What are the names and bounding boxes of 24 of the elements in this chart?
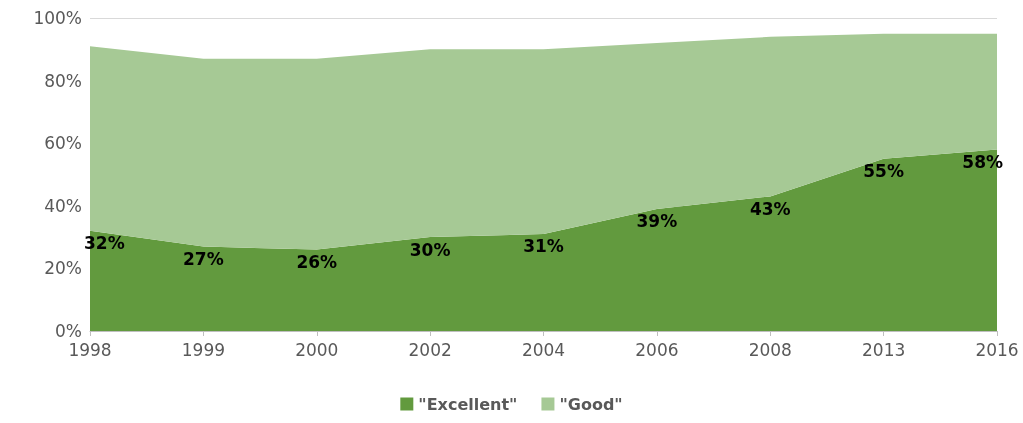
data-label: 31% [523, 236, 564, 257]
y-tick-label: 40% [44, 195, 82, 216]
x-tick-label: 2006 [635, 339, 679, 360]
data-label: 55% [863, 161, 904, 182]
x-tick-label: 2008 [748, 339, 792, 360]
x-tick-label: 1999 [181, 339, 226, 360]
x-tick-label: 2002 [408, 339, 452, 360]
y-tick-label: 100% [33, 8, 82, 28]
y-tick-label: 80% [44, 70, 82, 91]
data-label: 39% [636, 211, 678, 232]
y-tick-label: 20% [44, 258, 82, 279]
data-label: 43% [749, 198, 791, 219]
y-tick-label: 0% [55, 321, 82, 341]
data-label: 27% [183, 248, 224, 269]
x-tick-label: 1998 [68, 339, 112, 360]
data-label: 26% [296, 252, 338, 273]
x-tick-label: 2016 [975, 339, 1019, 360]
legend-label: "Good" [559, 394, 623, 414]
y-tick-label: 60% [44, 133, 82, 154]
x-tick-label: 2000 [295, 339, 339, 360]
legend-label: "Excellent" [418, 394, 518, 414]
data-label: 30% [409, 239, 451, 260]
x-tick-label: 2013 [861, 339, 906, 360]
x-tick-label: 2004 [521, 339, 566, 360]
